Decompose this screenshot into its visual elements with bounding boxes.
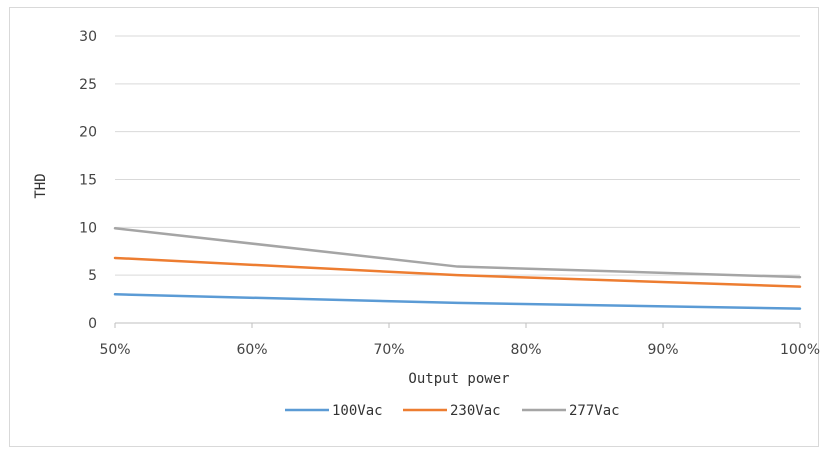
y-tick-label: 25 bbox=[79, 77, 97, 93]
legend: 100Vac 230Vac 277Vac bbox=[285, 403, 620, 419]
y-axis-title: THD bbox=[33, 173, 49, 198]
gridlines bbox=[115, 35, 800, 324]
legend-label: 277Vac bbox=[569, 403, 620, 419]
x-tick-label: 60% bbox=[236, 342, 267, 358]
y-tick-label: 0 bbox=[88, 316, 97, 332]
x-tick-label: 100% bbox=[780, 342, 820, 358]
y-tick-label: 30 bbox=[79, 29, 97, 45]
series-line-277Vac bbox=[113, 227, 802, 279]
x-tick-label: 80% bbox=[510, 342, 541, 358]
y-tick-label: 10 bbox=[79, 220, 97, 236]
x-axis-ticks: 50% 60% 70% 80% 90% 100% bbox=[99, 323, 820, 358]
x-axis-title: Output power bbox=[408, 371, 509, 387]
series-line-100Vac bbox=[113, 293, 802, 310]
x-tick-label: 90% bbox=[647, 342, 678, 358]
series-line-230Vac bbox=[113, 256, 802, 288]
y-axis-ticks: 0 5 10 15 20 25 30 bbox=[79, 29, 97, 332]
y-tick-label: 5 bbox=[88, 268, 97, 284]
x-tick-label: 70% bbox=[373, 342, 404, 358]
x-tick-label: 50% bbox=[99, 342, 130, 358]
legend-label: 100Vac bbox=[332, 403, 383, 419]
y-tick-label: 15 bbox=[79, 173, 97, 189]
y-tick-label: 20 bbox=[79, 125, 97, 141]
legend-label: 230Vac bbox=[450, 403, 501, 419]
series-lines bbox=[113, 227, 802, 310]
